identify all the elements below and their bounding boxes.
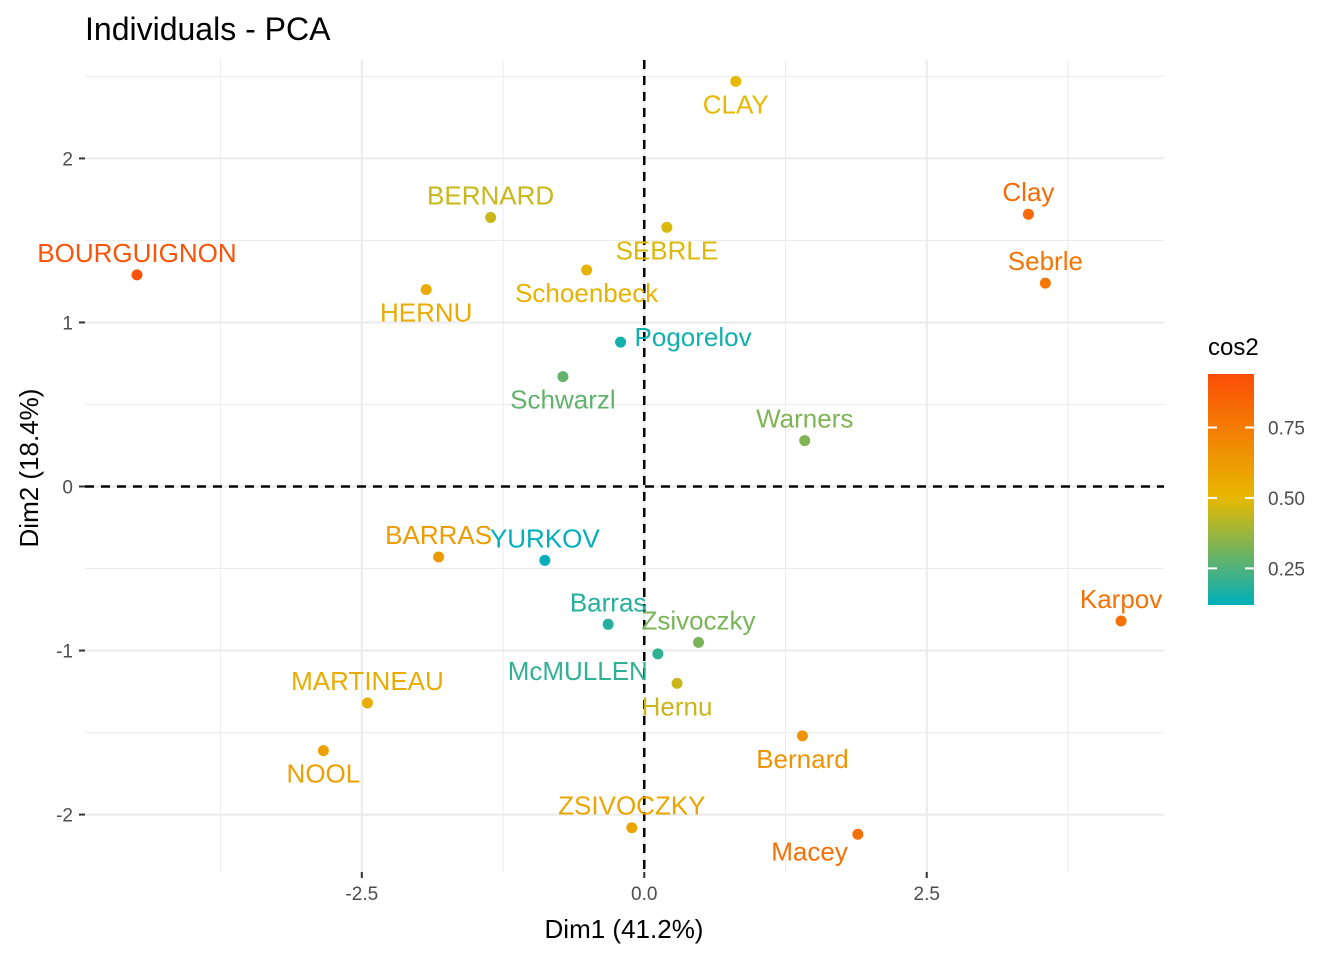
data-point: [1039, 277, 1051, 289]
point-label: Zsivoczky: [641, 605, 755, 635]
y-tick-label: 0: [62, 478, 73, 499]
point-label: MARTINEAU: [291, 666, 444, 696]
y-tick-label: 1: [62, 313, 73, 334]
y-tick-label: -2: [56, 806, 73, 827]
points-layer: [131, 75, 1127, 840]
data-point: [131, 269, 143, 281]
y-tick-label: 2: [62, 149, 73, 170]
point-label: Bernard: [756, 744, 849, 774]
data-point: [1115, 615, 1127, 627]
data-point: [730, 75, 742, 87]
point-label: Macey: [771, 836, 848, 866]
data-point: [661, 221, 673, 233]
data-point: [671, 677, 683, 689]
point-label: Barras: [570, 587, 647, 617]
point-label: Schwarzl: [510, 385, 615, 415]
color-legend: cos2 0.25 0.50 0.75: [1208, 334, 1305, 605]
x-axis-title: Dim1 (41.2%): [545, 914, 704, 944]
point-label: NOOL: [287, 759, 361, 789]
point-label: Sebrle: [1008, 246, 1083, 276]
point-label: Warners: [756, 404, 853, 434]
y-axis: -2 -1 0 1 2: [56, 149, 85, 827]
reference-lines: [85, 60, 1164, 872]
data-point: [852, 828, 864, 840]
legend-ticks: 0.25 0.50 0.75: [1208, 419, 1305, 580]
x-tick-label: -2.5: [345, 884, 378, 905]
point-label: CLAY: [703, 89, 769, 119]
point-label: Hernu: [642, 691, 713, 721]
data-point: [317, 745, 329, 757]
data-point: [1022, 208, 1034, 220]
point-label: Clay: [1002, 177, 1054, 207]
data-point: [602, 618, 614, 630]
point-label: Schoenbeck: [515, 278, 659, 308]
point-label: BERNARD: [427, 180, 554, 210]
data-point: [433, 551, 445, 563]
data-point: [693, 636, 705, 648]
data-point: [615, 336, 627, 348]
point-label: BOURGUIGNON: [37, 238, 236, 268]
data-point: [420, 284, 432, 296]
y-axis-title: Dim2 (18.4%): [14, 389, 44, 548]
data-point: [539, 554, 551, 566]
x-axis: -2.5 0.0 2.5: [345, 872, 940, 905]
point-label: HERNU: [380, 298, 472, 328]
x-tick-label: 0.0: [631, 884, 657, 905]
y-tick-label: -1: [56, 642, 73, 663]
legend-tick-label: 0.50: [1268, 489, 1305, 510]
point-label: McMULLEN: [508, 656, 648, 686]
data-point: [796, 730, 808, 742]
data-point: [361, 697, 373, 709]
point-label: Pogorelov: [635, 322, 752, 352]
point-label: YURKOV: [490, 523, 600, 553]
data-point: [581, 264, 593, 276]
legend-tick-label: 0.75: [1268, 419, 1305, 440]
colorbar: [1208, 374, 1254, 605]
point-label: Karpov: [1080, 584, 1162, 614]
data-point: [652, 648, 664, 660]
point-label: BARRAS: [385, 520, 492, 550]
x-tick-label: 2.5: [914, 884, 940, 905]
data-point: [799, 435, 811, 447]
chart-title: Individuals - PCA: [85, 11, 331, 47]
data-point: [557, 371, 569, 383]
legend-tick-label: 0.25: [1268, 559, 1305, 580]
data-point: [626, 822, 638, 834]
point-label: ZSIVOCZKY: [558, 791, 705, 821]
point-label: SEBRLE: [616, 235, 719, 265]
point-labels-layer: CLAY Clay BERNARD SEBRLE Sebrle BOURGUIGNON HE…: [37, 89, 1162, 866]
data-point: [485, 211, 497, 223]
legend-title: cos2: [1208, 334, 1259, 361]
